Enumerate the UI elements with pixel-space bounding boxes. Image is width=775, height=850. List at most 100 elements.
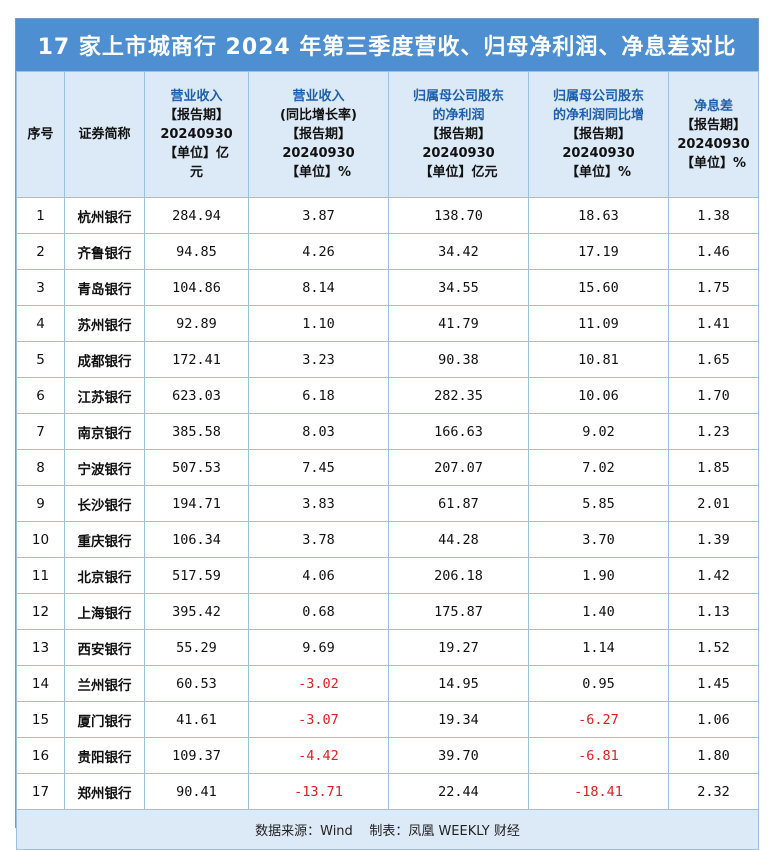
cell-net-interest-margin: 1.46 [668,233,759,270]
cell-net-profit-growth: 9.02 [528,413,669,450]
header-line: 【报告期】 [425,127,491,142]
header-line: 的净利润 [432,108,485,123]
footer-row: 数据来源：Wind 制表：凤凰 WEEKLY 财经 [16,809,759,850]
table-row: 14 兰州银行 60.53 -3.02 14.95 0.95 1.45 [16,665,759,702]
cell-index: 3 [16,269,65,306]
cell-net-profit-growth: -6.27 [528,701,669,738]
cell-net-interest-margin: 1.75 [668,269,759,306]
cell-net-profit: 22.44 [388,773,529,810]
header-line: 【报告期】 [565,127,631,142]
cell-revenue-growth: 3.78 [248,521,389,558]
cell-net-profit-growth: 17.19 [528,233,669,270]
header-line: 【单位】亿 [163,146,229,161]
cell-index: 17 [16,773,65,810]
header-line: 证券简称 [78,127,131,142]
table-row: 15 厦门银行 41.61 -3.07 19.34 -6.27 1.06 [16,701,759,738]
cell-stock-name: 青岛银行 [64,269,145,306]
table-row: 4 苏州银行 92.89 1.10 41.79 11.09 1.41 [16,305,759,342]
cell-revenue-growth: 0.68 [248,593,389,630]
cell-net-profit-growth: 15.60 [528,269,669,306]
cell-net-interest-margin: 1.85 [668,449,759,486]
cell-net-profit-growth: 0.95 [528,665,669,702]
cell-net-interest-margin: 1.41 [668,305,759,342]
cell-index: 15 [16,701,65,738]
cell-index: 11 [16,557,65,594]
cell-net-profit-growth: 1.14 [528,629,669,666]
cell-stock-name: 贵阳银行 [64,737,145,774]
header-net-profit-growth: 归属母公司股东 的净利润同比增 【报告期】 20240930 【单位】% [528,71,669,198]
cell-revenue-growth: 1.10 [248,305,389,342]
table-row: 16 贵阳银行 109.37 -4.42 39.70 -6.81 1.80 [16,737,759,774]
header-line: 营业收入 [170,89,223,104]
data-table: 序号 证券简称 营业收入 【报告期】 20240930 【单位】亿元 营业收入 (同比增长率)… [16,71,759,850]
table-row: 11 北京银行 517.59 4.06 206.18 1.90 1.42 [16,557,759,594]
cell-revenue: 90.41 [144,773,249,810]
header-line: 【报告期】 [680,117,746,133]
cell-net-profit: 19.34 [388,701,529,738]
cell-net-interest-margin: 1.80 [668,737,759,774]
table-row: 17 郑州银行 90.41 -13.71 22.44 -18.41 2.32 [16,773,759,810]
cell-stock-name: 北京银行 [64,557,145,594]
cell-revenue-growth: 7.45 [248,449,389,486]
table-row: 10 重庆银行 106.34 3.78 44.28 3.70 1.39 [16,521,759,558]
cell-stock-name: 成都银行 [64,341,145,378]
header-revenue: 营业收入 【报告期】 20240930 【单位】亿元 [144,71,249,198]
header-line: 的净利润同比增 [552,108,644,123]
cell-revenue: 106.34 [144,521,249,558]
cell-index: 16 [16,737,65,774]
table-title: 17 家上市城商行 2024 年第三季度营收、归母净利润、净息差对比 [16,19,758,71]
cell-net-profit: 44.28 [388,521,529,558]
cell-revenue: 623.03 [144,377,249,414]
table-row: 12 上海银行 395.42 0.68 175.87 1.40 1.13 [16,593,759,630]
header-line: 【单位】% [680,155,747,171]
cell-revenue-growth: 6.18 [248,377,389,414]
cell-index: 8 [16,449,65,486]
cell-revenue: 109.37 [144,737,249,774]
cell-revenue: 55.29 [144,629,249,666]
cell-stock-name: 兰州银行 [64,665,145,702]
cell-net-profit-growth: 7.02 [528,449,669,486]
table-row: 8 宁波银行 507.53 7.45 207.07 7.02 1.85 [16,449,759,486]
table-row: 13 西安银行 55.29 9.69 19.27 1.14 1.52 [16,629,759,666]
cell-revenue-growth: 3.83 [248,485,389,522]
cell-index: 10 [16,521,65,558]
cell-net-profit: 206.18 [388,557,529,594]
cell-net-interest-margin: 1.13 [668,593,759,630]
cell-stock-name: 长沙银行 [64,485,145,522]
header-line: 【报告期】 [163,108,229,123]
cell-revenue-growth: -3.07 [248,701,389,738]
cell-revenue-growth: -13.71 [248,773,389,810]
cell-stock-name: 重庆银行 [64,521,145,558]
cell-revenue-growth: -4.42 [248,737,389,774]
cell-net-profit: 166.63 [388,413,529,450]
cell-index: 13 [16,629,65,666]
cell-net-profit-growth: 18.63 [528,197,669,234]
cell-revenue: 172.41 [144,341,249,378]
cell-revenue-growth: 8.14 [248,269,389,306]
cell-revenue: 385.58 [144,413,249,450]
header-line: 20240930 [160,127,233,142]
header-line: 20240930 [282,146,355,161]
cell-revenue: 507.53 [144,449,249,486]
cell-net-profit-growth: 5.85 [528,485,669,522]
cell-index: 6 [16,377,65,414]
cell-net-interest-margin: 2.32 [668,773,759,810]
cell-net-interest-margin: 1.42 [668,557,759,594]
cell-net-interest-margin: 1.06 [668,701,759,738]
cell-net-profit: 41.79 [388,305,529,342]
cell-net-interest-margin: 1.70 [668,377,759,414]
table-row: 5 成都银行 172.41 3.23 90.38 10.81 1.65 [16,341,759,378]
cell-net-profit-growth: 1.90 [528,557,669,594]
cell-net-profit: 14.95 [388,665,529,702]
cell-revenue: 94.85 [144,233,249,270]
header-line: 20240930 [422,146,495,161]
header-stock-name: 证券简称 [64,71,145,198]
cell-revenue-growth: 9.69 [248,629,389,666]
cell-revenue-growth: 3.87 [248,197,389,234]
header-revenue-growth: 营业收入 (同比增长率) 【报告期】 20240930 【单位】% [248,71,389,198]
cell-net-profit: 34.55 [388,269,529,306]
cell-stock-name: 郑州银行 [64,773,145,810]
cell-revenue: 194.71 [144,485,249,522]
header-index: 序号 [16,71,65,198]
table-row: 6 江苏银行 623.03 6.18 282.35 10.06 1.70 [16,377,759,414]
